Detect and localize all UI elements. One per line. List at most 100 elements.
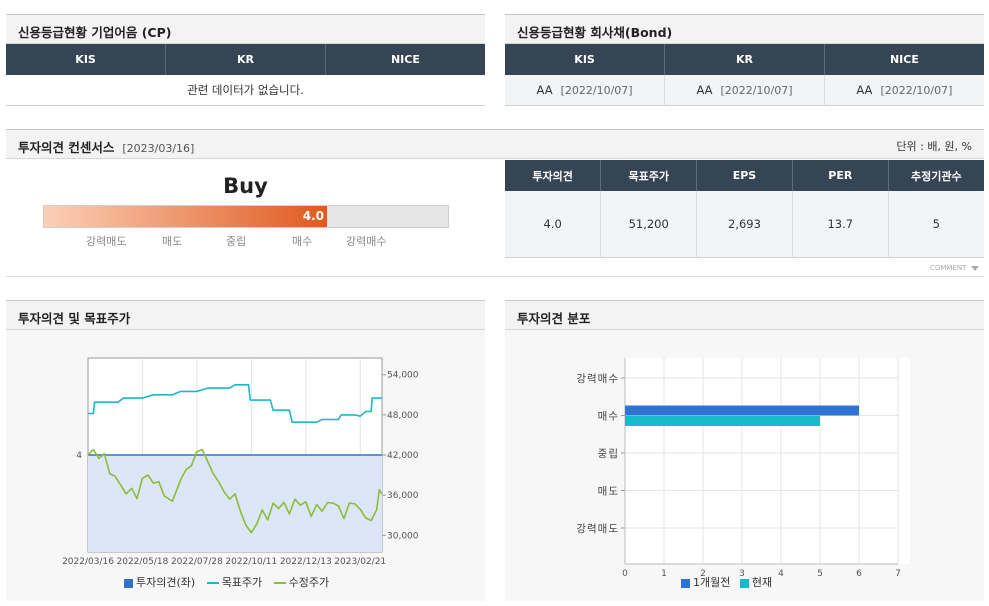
caret-down-icon [970, 265, 979, 271]
scale-label-buy: 매수 [292, 235, 313, 248]
rating-grade: AA [536, 83, 553, 97]
x-tick-label: 3 [739, 569, 745, 579]
x-tick-label: 1 [661, 569, 667, 579]
consensus-value-opinion: 4.0 [505, 191, 601, 258]
consensus-col-target-price: 목표주가 [600, 160, 697, 191]
rating-date: [2022/10/07] [720, 84, 793, 97]
gauge-score-label: 4.0 [302, 209, 324, 223]
x-tick-label: 2023/02/21 [334, 557, 386, 567]
consensus-date: [2023/03/16] [122, 142, 195, 155]
bond-col-kr: KR [664, 44, 825, 75]
cp-col-kis: KIS [6, 44, 166, 75]
cp-section-header: 신용등급현황 기업어음 (CP) [6, 14, 485, 44]
legend-swatch-current [739, 578, 749, 588]
series-line-adjusted-price [87, 448, 383, 534]
cp-rating-table: KIS KR NICE 관련 데이터가 없습니다. [6, 44, 485, 106]
consensus-gauge-panel: Buy 4.0 [6, 160, 485, 261]
y-left-tick-label: 4 [76, 451, 82, 461]
legend-label-opinion: 투자의견(좌) [136, 576, 196, 589]
consensus-value-eps: 2,693 [696, 191, 793, 258]
opinion-price-title: 투자의견 및 목표주가 [18, 311, 131, 326]
distribution-title: 투자의견 분포 [517, 311, 591, 326]
bar-month-ago [625, 405, 859, 416]
gauge-track: 4.0 [43, 205, 449, 228]
scale-label-strong-buy: 강력매수 [346, 235, 387, 248]
scale-label-neutral: 중립 [226, 235, 247, 248]
consensus-value-per: 13.7 [791, 191, 889, 258]
bond-rating-kis: AA [2022/10/07] [505, 75, 665, 106]
bar-current [625, 416, 820, 426]
x-tick-label: 5 [817, 569, 823, 579]
series-line-target-price [88, 383, 382, 423]
x-tick-label: 2022/07/28 [171, 557, 223, 567]
consensus-table: 투자의견 목표주가 EPS PER 추정기관수 4.0 51,200 2,693… [505, 160, 984, 258]
x-tick-label: 2 [700, 569, 706, 579]
comment-label: COMMENT [930, 264, 967, 272]
legend-label-target: 목표주가 [221, 576, 263, 589]
x-tick-label: 7 [895, 569, 901, 579]
x-tick-label: 2022/12/13 [280, 557, 332, 567]
consensus-col-opinion: 투자의견 [505, 160, 601, 191]
opinion-price-legend: 투자의견(좌) 목표주가 수정주가 [124, 574, 329, 590]
opinion-area [88, 455, 382, 552]
rating-grade: AA [696, 83, 713, 97]
x-tick-label: 6 [856, 569, 862, 579]
rating-date: [2022/10/07] [560, 84, 633, 97]
bond-section-title: 신용등급현황 회사채(Bond) [517, 25, 673, 40]
consensus-col-eps: EPS [696, 160, 793, 191]
consensus-value-target-price: 51,200 [600, 191, 697, 258]
opinion-price-section-header: 투자의견 및 목표주가 [6, 300, 485, 330]
scale-label-sell: 매도 [162, 235, 183, 248]
cp-col-kr: KR [165, 44, 326, 75]
legend-label-current: 현재 [751, 576, 773, 589]
x-tick-label: 2022/05/18 [117, 557, 169, 567]
y-tick-label: 30,000 [387, 531, 419, 541]
consensus-unit: 단위 : 배, 원, % [896, 140, 972, 153]
category-label: 강력매수 [576, 373, 619, 385]
cp-col-nice: NICE [324, 44, 485, 75]
comment-toggle[interactable]: COMMENT [930, 264, 979, 272]
y-tick-label: 42,000 [387, 451, 419, 461]
legend-swatch-opinion [124, 578, 133, 588]
x-tick-label: 0 [622, 569, 628, 579]
bond-col-kis: KIS [505, 44, 665, 75]
x-tick-label: 4 [778, 569, 784, 579]
opinion-word: Buy [223, 174, 268, 198]
bond-section-header: 신용등급현황 회사채(Bond) [505, 14, 984, 44]
scale-label-strong-sell: 강력매도 [86, 235, 127, 248]
category-label: 중립 [598, 447, 619, 460]
consensus-title-text: 투자의견 컨센서스 [18, 140, 115, 155]
y-tick-label: 36,000 [387, 491, 419, 501]
cp-empty-message: 관련 데이터가 없습니다. [6, 75, 485, 106]
x-tick-label: 2022/03/16 [62, 557, 114, 567]
consensus-col-count: 추정기관수 [887, 160, 984, 191]
section-divider [6, 276, 984, 277]
cp-section-title: 신용등급현황 기업어음 (CP) [18, 25, 172, 40]
category-label: 강력매도 [576, 523, 619, 535]
consensus-col-per: PER [791, 160, 889, 191]
consensus-value-count: 5 [887, 191, 984, 258]
category-label: 매수 [598, 411, 619, 423]
plot-area [625, 358, 910, 564]
consensus-section-header: 투자의견 컨센서스 [2023/03/16] 단위 : 배, 원, % [6, 129, 984, 159]
bond-col-nice: NICE [823, 44, 984, 75]
x-tick-label: 2022/10/11 [225, 557, 277, 567]
consensus-title: 투자의견 컨센서스 [2023/03/16] [18, 137, 194, 156]
y-tick-label: 54,000 [387, 371, 419, 381]
y-tick-label: 48,000 [387, 411, 419, 421]
rating-grade: AA [856, 83, 873, 97]
legend-swatch-month-ago [681, 578, 690, 588]
distribution-section-header: 투자의견 분포 [505, 300, 984, 330]
opinion-price-chart: 2022/03/16 2022/05/18 2022/07/28 2022/10/11… [62, 357, 419, 567]
legend-swatch-target [206, 582, 219, 584]
rating-date: [2022/10/07] [880, 84, 953, 97]
bond-rating-table: KIS KR NICE AA [2022/10/07] AA [2022/10/07… [505, 44, 984, 106]
legend-label-month-ago: 1개월전 [693, 576, 731, 589]
bond-rating-nice: AA [2022/10/07] [823, 75, 984, 106]
gauge-fill: 4.0 [44, 206, 327, 227]
legend-swatch-price [273, 582, 286, 584]
legend-label-price: 수정주가 [288, 576, 330, 589]
category-label: 매도 [598, 486, 619, 498]
distribution-legend: 1개월전 현재 [681, 574, 772, 590]
